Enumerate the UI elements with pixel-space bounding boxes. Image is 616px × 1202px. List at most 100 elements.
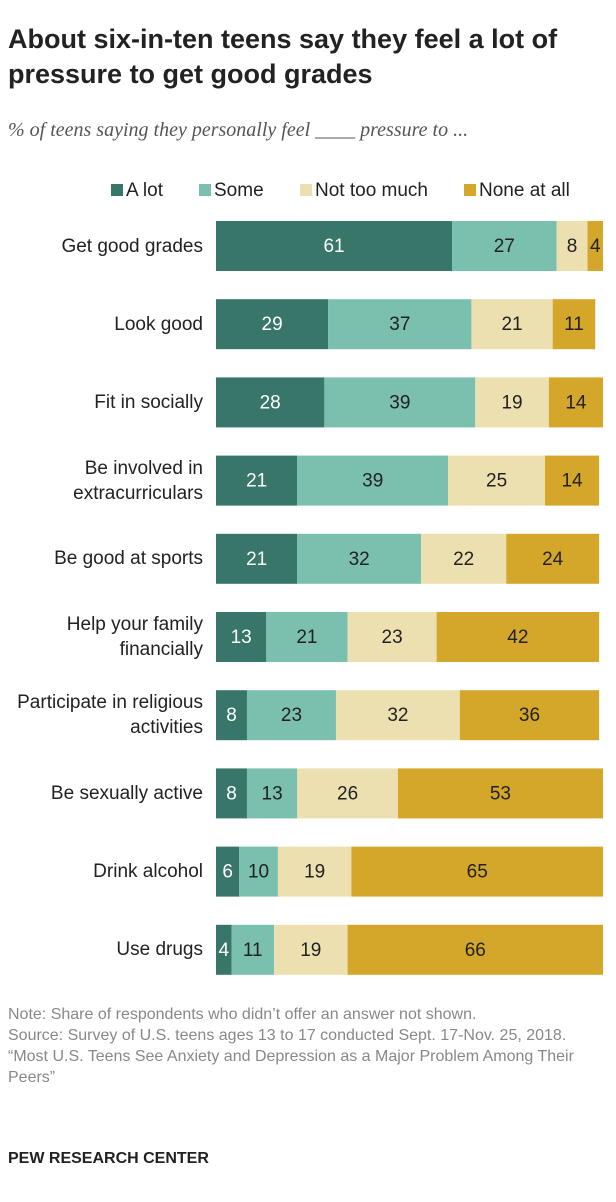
bar-segment — [216, 299, 329, 350]
bar-segment — [587, 221, 603, 271]
note: Note: Share of respondents who didn’t of… — [8, 1006, 477, 1023]
value-label: 25 — [486, 471, 507, 492]
value-label: 19 — [300, 940, 321, 961]
bar-segment — [216, 924, 232, 975]
value-label: 66 — [465, 940, 486, 961]
value-label: 53 — [490, 783, 511, 804]
bar-segment — [471, 299, 553, 350]
value-label: 32 — [349, 549, 370, 570]
source: PEW RESEARCH CENTER — [8, 1150, 209, 1167]
value-label: 6 — [222, 862, 233, 883]
bar-segment — [556, 221, 588, 271]
bar-segment — [216, 533, 298, 584]
category-label: Look good — [114, 313, 203, 335]
bar-segment — [216, 846, 240, 897]
legend-label: Not too much — [315, 180, 428, 201]
note: Source: Survey of U.S. teens ages 13 to … — [8, 1027, 567, 1044]
value-label: 27 — [494, 236, 515, 257]
value-label: 32 — [387, 705, 408, 726]
category-label: Help your family financially — [66, 614, 203, 660]
category-label: Be involved in extracurriculars — [73, 457, 203, 504]
value-label: 42 — [507, 627, 528, 648]
bar-segment — [216, 768, 247, 819]
legend-swatch — [464, 184, 476, 196]
value-label: 14 — [565, 392, 587, 413]
value-label: 21 — [246, 471, 267, 492]
value-label: 21 — [246, 549, 267, 570]
value-label: 23 — [382, 627, 403, 648]
bar-segment — [231, 924, 275, 975]
legend-swatch — [199, 184, 211, 196]
bar-segment — [246, 690, 336, 741]
value-label: 8 — [226, 783, 237, 804]
bar-segment — [216, 690, 247, 741]
legend-swatch — [300, 184, 312, 196]
bar-segment — [397, 768, 603, 819]
bar-segment — [552, 299, 596, 350]
bar-segment — [216, 612, 267, 662]
bar-segment — [239, 846, 278, 897]
bar-segment — [335, 690, 460, 741]
category-label: Be sexually active — [50, 782, 203, 804]
category-label: Be good at sports — [54, 548, 203, 570]
category-label: Participate in religious activities — [17, 692, 203, 739]
bar-segment — [297, 768, 398, 819]
bar-segment — [274, 924, 348, 975]
note: “Most U.S. Teens See Anxiety and Depress… — [8, 1048, 574, 1086]
legend-label: None at all — [479, 180, 570, 201]
bar-segment — [448, 455, 545, 506]
value-label: 29 — [262, 314, 283, 335]
value-label: 13 — [231, 627, 252, 648]
chart-title: About six-in-ten teens say they feel a l… — [8, 24, 558, 89]
value-label: 19 — [304, 862, 325, 883]
category-label: Drink alcohol — [93, 861, 203, 883]
bar-segment — [324, 377, 476, 428]
bar-segment — [246, 768, 298, 819]
legend-label: Some — [214, 180, 264, 201]
bar-segment — [548, 377, 603, 428]
value-label: 8 — [567, 236, 578, 257]
value-label: 4 — [218, 940, 229, 961]
bar-segment — [544, 455, 600, 506]
bar-segment — [216, 455, 298, 506]
bar-segment — [347, 612, 437, 662]
value-label: 22 — [453, 549, 474, 570]
value-label: 13 — [262, 783, 283, 804]
bar-segment — [351, 846, 603, 897]
value-label: 36 — [519, 705, 540, 726]
notes: Note: Share of respondents who didn’t of… — [8, 1004, 613, 1088]
value-label: 26 — [337, 783, 358, 804]
bar-segment — [506, 533, 600, 584]
chart-subtitle: % of teens saying they personally feel _… — [8, 119, 469, 141]
value-label: 23 — [281, 705, 302, 726]
value-label: 11 — [564, 314, 584, 335]
value-label: 37 — [389, 314, 410, 335]
bar-segment — [452, 221, 557, 271]
bar-segment — [347, 924, 603, 975]
bar-segment — [459, 690, 600, 741]
bar-segment — [266, 612, 348, 662]
bar-segment — [436, 612, 600, 662]
bar-segment — [421, 533, 507, 584]
value-label: 28 — [260, 392, 281, 413]
bar-segment — [216, 221, 453, 271]
category-label: Get good grades — [61, 235, 203, 257]
bar-segment — [328, 299, 472, 350]
value-label: 11 — [243, 940, 263, 961]
bar-segment — [297, 533, 422, 584]
bar-segment — [475, 377, 549, 428]
value-label: 21 — [501, 314, 522, 335]
value-label: 65 — [467, 862, 488, 883]
value-label: 39 — [362, 471, 383, 492]
value-label: 4 — [590, 236, 601, 257]
value-label: 14 — [561, 471, 583, 492]
value-label: 24 — [542, 549, 564, 570]
bar-segment — [297, 455, 449, 506]
bar-segment — [277, 846, 352, 897]
legend-label: A lot — [126, 180, 164, 201]
value-label: 10 — [248, 862, 269, 883]
value-label: 21 — [296, 627, 317, 648]
value-label: 39 — [389, 392, 410, 413]
